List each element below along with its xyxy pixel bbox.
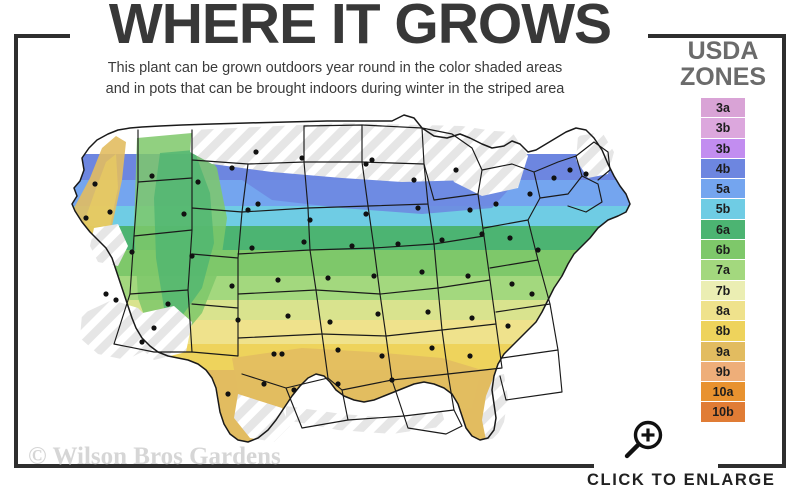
zone-swatch-3b-1: 3b <box>701 118 745 139</box>
zone-swatch-7b-9: 7b <box>701 280 745 301</box>
frame-border-top-right <box>648 34 786 38</box>
subtitle-line-1: This plant can be grown outdoors year ro… <box>107 60 563 76</box>
zone-swatch-6b-7: 6b <box>701 240 745 261</box>
frame-border-right <box>782 34 786 468</box>
page-title: WHERE IT GROWS <box>108 0 612 56</box>
zone-swatch-9a-12: 9a <box>701 341 745 362</box>
city-markers <box>83 149 589 397</box>
zone-swatch-10a-14: 10a <box>701 382 745 403</box>
legend-title-line-2: ZONES <box>679 63 767 91</box>
zone-swatch-7a-8: 7a <box>701 260 745 281</box>
subtitle-line-2: and in pots that can be brought indoors … <box>105 81 565 98</box>
state-boundaries <box>71 114 631 443</box>
frame-border-bottom-right <box>718 464 786 468</box>
zone-swatch-5b-5: 5b <box>701 199 745 220</box>
watermark: © Wilson Bros Gardens <box>28 443 281 470</box>
zone-swatch-4b-3: 4b <box>701 158 745 180</box>
zone-swatch-3a-0: 3a <box>701 98 745 119</box>
zone-swatch-10b-15: 10b <box>701 402 745 423</box>
subtitle: This plant can be grown outdoors year ro… <box>35 58 635 100</box>
striped-regions <box>80 123 614 442</box>
zone-swatch-9b-13: 9b <box>701 361 745 383</box>
click-to-enlarge-label[interactable]: CLICK TO ENLARGE <box>587 471 776 489</box>
usda-zones-legend: USDA ZONES 3a 3b 3b 4b 5a 5b 6a 6b 7a 7b 8a 8b 9a 9b 1… <box>668 38 778 423</box>
zone-swatch-8a-10: 8a <box>701 300 745 322</box>
frame-border-left <box>14 34 18 468</box>
zone-swatch-5a-4: 5a <box>701 179 745 200</box>
zone-swatch-3b-2: 3b <box>701 138 745 159</box>
zone-swatch-8b-11: 8b <box>701 321 745 342</box>
frame-border-top-left <box>14 34 70 38</box>
usda-hardiness-zone-map[interactable] <box>42 108 662 458</box>
legend-title: USDA ZONES <box>668 38 778 90</box>
frame-border-bottom-left <box>14 464 594 468</box>
legend-title-line-1: USDA <box>687 37 759 65</box>
zone-swatch-list: 3a 3b 3b 4b 5a 5b 6a 6b 7a 7b 8a 8b 9a 9b 10a 10b <box>701 98 745 423</box>
magnifier-plus-icon[interactable] <box>620 418 666 469</box>
zone-swatch-6a-6: 6a <box>701 219 745 241</box>
